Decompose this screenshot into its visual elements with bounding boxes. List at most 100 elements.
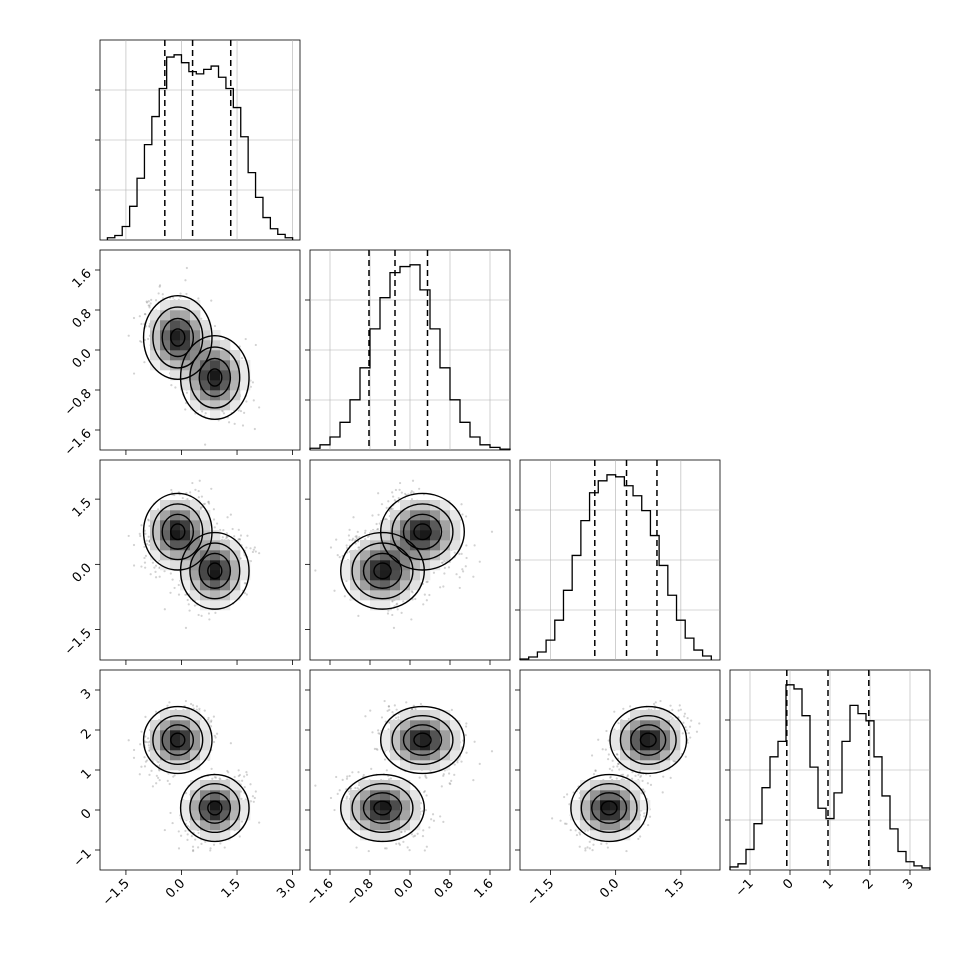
density-cell: [200, 370, 211, 381]
density-cell: [230, 380, 241, 391]
sample-point: [186, 833, 189, 836]
sample-point: [212, 715, 215, 718]
sample-point: [465, 556, 468, 560]
sample-point: [240, 356, 244, 360]
sample-point: [139, 534, 142, 538]
density-cell: [450, 520, 461, 531]
density-cell: [210, 580, 221, 591]
sample-point: [132, 316, 136, 320]
contour-1-1: [189, 542, 241, 600]
sample-point: [465, 544, 468, 547]
sample-point: [251, 381, 255, 384]
density-cell: [360, 550, 371, 561]
hist-step-p3: [729, 684, 931, 870]
density-cell: [220, 590, 231, 601]
sample-point: [177, 583, 180, 587]
contour-1-0: [179, 531, 250, 610]
sample-point: [238, 345, 241, 348]
sample-point: [173, 586, 176, 590]
sample-point: [149, 302, 152, 305]
density-cell: [380, 520, 391, 531]
density-cell: [400, 510, 411, 521]
sample-point: [243, 775, 246, 778]
contour-1-2: [198, 357, 232, 398]
contour-1-0: [179, 335, 250, 421]
sample-point: [146, 301, 149, 304]
density-cell: [150, 550, 161, 561]
sample-point: [377, 492, 380, 495]
density-cell: [390, 580, 401, 591]
sample-point: [143, 312, 147, 316]
density-cell: [220, 580, 231, 591]
sample-point: [233, 775, 236, 779]
sample-point: [243, 591, 247, 595]
sample-point: [462, 570, 465, 573]
density-cell: [150, 350, 161, 361]
density-cell: [180, 530, 191, 541]
sample-point: [258, 821, 261, 824]
density-cell: [160, 310, 171, 321]
sample-point: [472, 575, 475, 578]
sample-point: [163, 608, 166, 611]
density-cell: [360, 590, 371, 601]
density-cell: [180, 510, 191, 521]
sample-point: [239, 409, 243, 413]
sample-point: [197, 846, 200, 849]
sample-point: [258, 406, 261, 409]
density-cell: [150, 520, 161, 531]
sample-point: [254, 790, 257, 793]
sample-point: [239, 790, 243, 793]
density-cell: [170, 500, 181, 511]
sample-point: [243, 582, 246, 585]
sample-point: [148, 306, 151, 309]
sample-point: [244, 337, 247, 341]
sample-point: [251, 550, 255, 554]
sample-point: [222, 529, 225, 532]
sample-point: [403, 492, 407, 495]
density-cell: [190, 360, 201, 371]
sample-point: [170, 488, 173, 492]
sample-point: [244, 798, 247, 801]
density-cell: [190, 520, 201, 531]
density-cell: [340, 560, 351, 571]
density-cell: [410, 520, 421, 531]
sample-point: [171, 578, 174, 581]
density-cell: [170, 310, 181, 321]
density-cell: [450, 540, 461, 551]
contour-0-0: [142, 492, 213, 571]
sample-point: [252, 548, 255, 551]
density-cell: [400, 500, 411, 511]
sample-point: [314, 569, 317, 572]
density-cell: [430, 510, 441, 521]
sample-point: [185, 492, 188, 495]
density-cell: [190, 400, 201, 411]
sample-point: [345, 546, 349, 550]
sample-point: [127, 534, 130, 538]
sample-point: [343, 595, 346, 598]
sample-point: [356, 530, 359, 533]
sample-point: [392, 495, 395, 498]
sample-point: [210, 767, 213, 770]
sample-point: [154, 710, 158, 713]
density-cell: [180, 520, 191, 531]
density-cell: [220, 370, 231, 381]
sample-point: [147, 337, 150, 341]
sample-point: [458, 586, 461, 590]
sample-point: [194, 838, 197, 841]
sample-point: [191, 481, 194, 485]
sample-point: [348, 528, 351, 531]
density-cell: [210, 410, 221, 421]
contour-0-2: [161, 317, 195, 358]
density-cell: [150, 310, 161, 321]
sample-point: [411, 591, 414, 594]
sample-point: [154, 576, 158, 579]
sample-point: [154, 570, 157, 574]
density-cell: [400, 590, 411, 601]
sample-point: [213, 776, 216, 779]
sample-point: [352, 516, 355, 519]
sample-point: [410, 489, 413, 493]
sample-point: [358, 546, 361, 549]
density-cell: [150, 360, 161, 371]
density-cell: [180, 300, 191, 311]
density-cell: [160, 520, 171, 531]
